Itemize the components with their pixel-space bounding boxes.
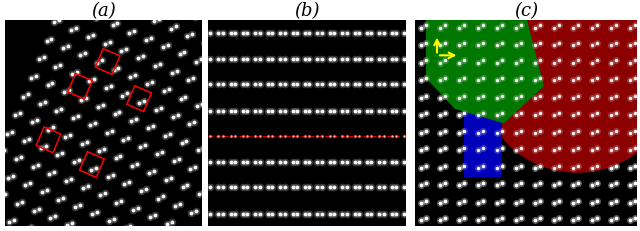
- Bar: [464, 86, 502, 177]
- Title: (a): (a): [92, 2, 116, 20]
- Title: (c): (c): [514, 2, 538, 20]
- Polygon shape: [426, 16, 544, 123]
- Title: (b): (b): [294, 2, 320, 20]
- Circle shape: [484, 0, 640, 173]
